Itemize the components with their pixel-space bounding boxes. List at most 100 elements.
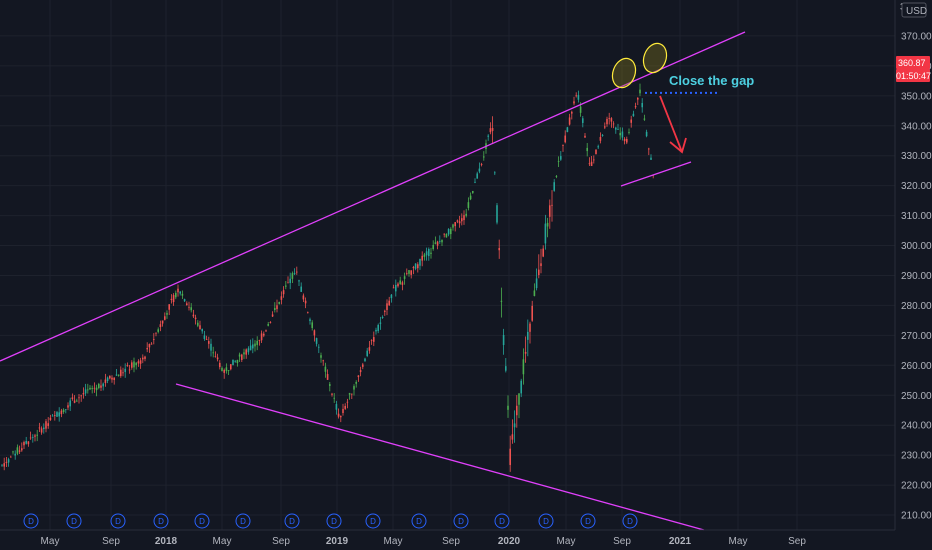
candle-body	[65, 409, 67, 410]
time-tick-label: May	[384, 536, 403, 547]
time-axis[interactable]: May Sep 2018 May Sep 2019 May Sep 2020 May Sep 2021…	[0, 529, 895, 547]
candle-body	[329, 384, 331, 386]
candle-body	[546, 222, 549, 227]
dividend-marker[interactable]: D	[538, 513, 554, 529]
candle-body	[643, 118, 646, 120]
candle-body	[188, 306, 190, 308]
dividend-marker[interactable]: D	[194, 513, 210, 529]
dividend-marker-label: D	[585, 517, 591, 526]
candle-body	[399, 280, 401, 285]
candle-body	[10, 456, 12, 458]
candle-body	[131, 362, 133, 368]
dividend-marker[interactable]: D	[153, 513, 169, 529]
candle-body	[25, 440, 27, 444]
dividend-marker[interactable]: D	[411, 513, 427, 529]
price-tick-label: 250.00	[901, 391, 932, 402]
candle-body	[344, 406, 346, 409]
candle-body	[254, 343, 256, 347]
candle-body	[45, 421, 47, 429]
candle-body	[16, 447, 19, 454]
candle-body	[476, 173, 478, 179]
candle-body	[430, 252, 432, 254]
candle-body	[513, 423, 516, 428]
dividend-marker[interactable]: D	[494, 513, 510, 529]
dividend-marker-label: D	[458, 517, 464, 526]
candle-body	[553, 182, 555, 191]
dividend-marker-label: D	[28, 517, 34, 526]
candle-body	[577, 95, 580, 100]
dividend-marker[interactable]: D	[110, 513, 126, 529]
dividend-marker[interactable]: D	[23, 513, 39, 529]
candle-body	[584, 135, 586, 138]
candle-body	[439, 240, 441, 242]
time-tick-label: Sep	[613, 536, 631, 547]
candle-body	[366, 350, 368, 357]
candle-body	[3, 463, 5, 467]
dividend-marker-label: D	[416, 517, 422, 526]
candle-body	[205, 339, 208, 340]
countdown-value: 01:50:47	[896, 71, 931, 81]
candle-body	[230, 364, 232, 370]
candle-body	[293, 273, 296, 275]
candle-body	[397, 283, 399, 287]
candle-body	[588, 163, 591, 165]
price-tick-label: 240.00	[901, 421, 932, 432]
candle-body	[335, 404, 338, 410]
currency-button[interactable]	[901, 2, 927, 18]
candle-body	[256, 340, 258, 345]
channel-low-trendline	[620, 161, 692, 187]
candle-body	[621, 131, 624, 138]
close-the-gap-annotation: Close the gap	[669, 73, 754, 88]
candle-body	[351, 393, 353, 395]
price-tick-label: 260.00	[901, 361, 932, 372]
dividend-marker[interactable]: D	[284, 513, 300, 529]
dividend-marker[interactable]: D	[235, 513, 251, 529]
candle-body	[535, 278, 538, 289]
candle-body	[249, 345, 252, 351]
candle-body	[153, 339, 155, 340]
candle-body	[494, 172, 496, 174]
dividend-marker[interactable]: D	[453, 513, 469, 529]
price-tick-label: 320.00	[901, 181, 932, 192]
dividend-marker[interactable]: D	[365, 513, 381, 529]
candle-body	[117, 374, 120, 376]
dividend-marker-label: D	[240, 517, 246, 526]
candle-body	[47, 423, 49, 426]
time-tick-label: Sep	[442, 536, 460, 547]
dividend-marker-circle	[538, 513, 554, 529]
candle-body	[36, 434, 38, 436]
candle-body	[179, 291, 181, 294]
candle-body	[632, 113, 635, 117]
dividend-marker[interactable]: D	[622, 513, 638, 529]
candle-body	[465, 213, 467, 216]
dividend-marker[interactable]: D	[580, 513, 596, 529]
candle-body	[170, 298, 173, 301]
candle-body	[450, 228, 452, 235]
candle-body	[509, 448, 511, 465]
candle-body	[505, 366, 507, 371]
candle-body	[223, 369, 225, 373]
candle-body	[82, 393, 85, 395]
candle-body	[282, 290, 285, 295]
candle-body	[296, 271, 298, 273]
candle-body	[388, 300, 390, 306]
candle-body	[498, 248, 500, 251]
candle-body	[518, 393, 520, 405]
dividend-marker[interactable]: D	[66, 513, 82, 529]
candle-body	[51, 415, 54, 417]
candle-body	[333, 397, 335, 399]
candle-body	[529, 323, 531, 332]
candle-body	[300, 286, 302, 292]
dividend-marker[interactable]: D	[326, 513, 342, 529]
candle-body	[177, 288, 179, 293]
candle-body	[128, 369, 131, 371]
candle-body	[593, 159, 595, 161]
time-tick-label: Sep	[788, 536, 806, 547]
candle-body	[579, 106, 582, 113]
candle-body	[238, 354, 241, 357]
candle-body	[84, 389, 87, 394]
candle-body	[322, 360, 324, 362]
candle-body	[190, 307, 192, 311]
